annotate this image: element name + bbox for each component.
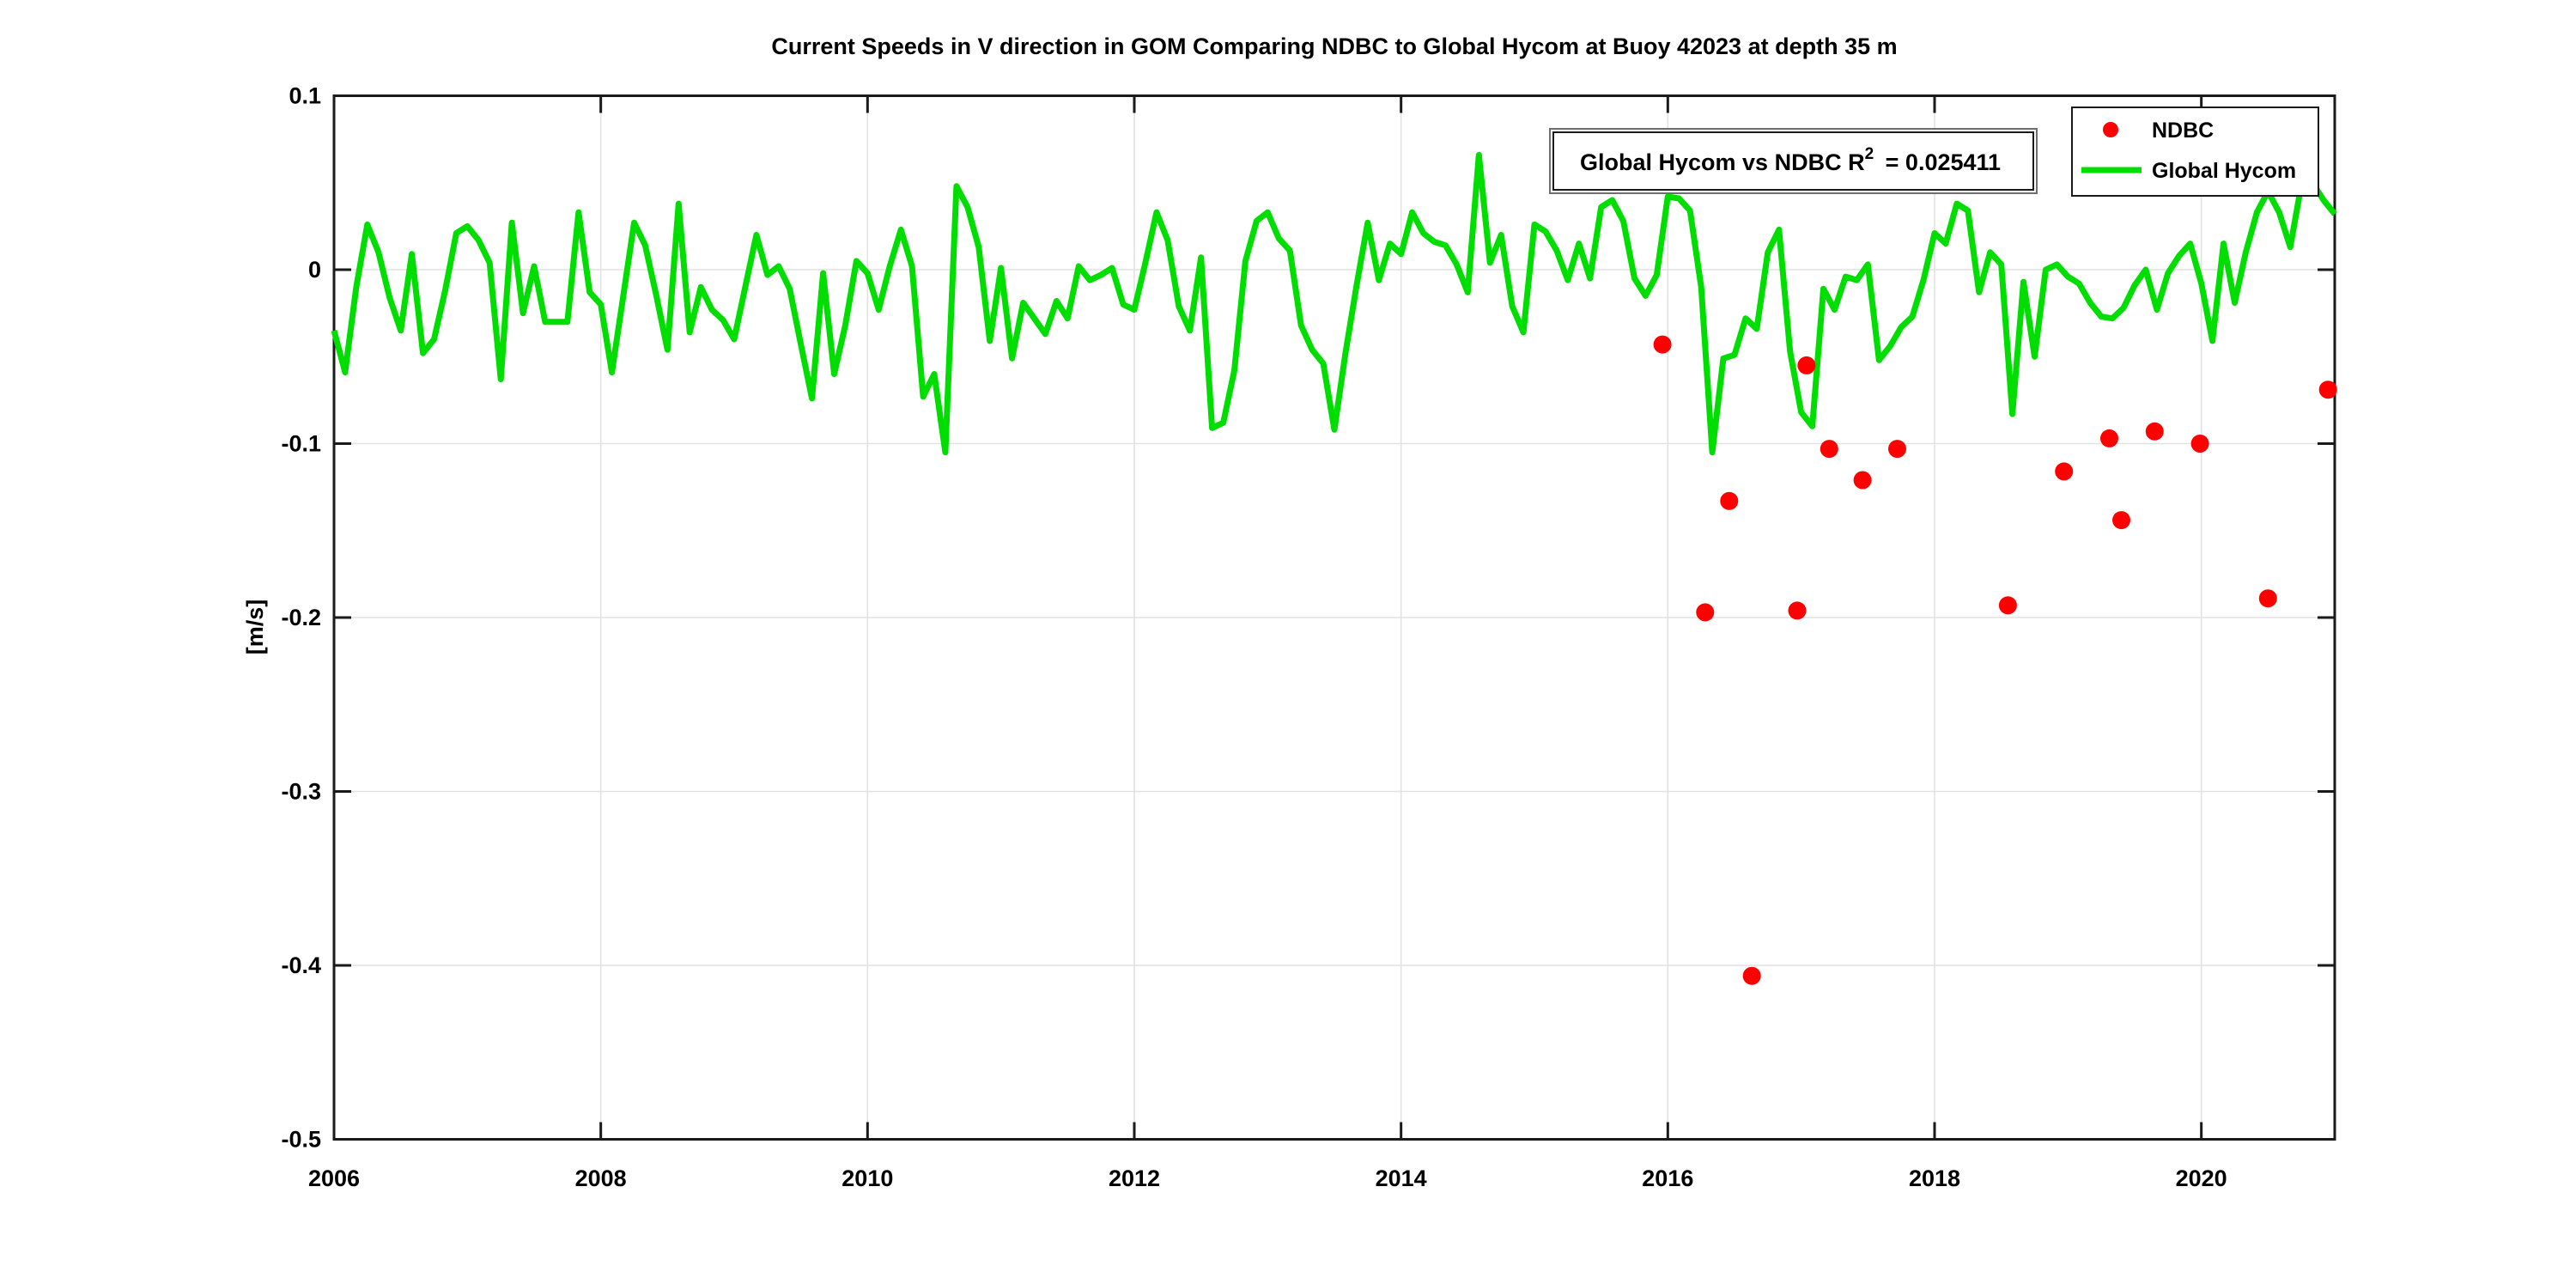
- ndbc-point: [2318, 380, 2337, 399]
- legend-box: [2071, 107, 2319, 197]
- y-tick-label: -0.3: [281, 779, 321, 805]
- ndbc-point: [2100, 429, 2118, 447]
- annotation-box: [1549, 128, 2038, 194]
- annotation-text: Global Hycom vs NDBC R2 = 0.025411: [1580, 145, 2001, 175]
- ndbc-point: [2112, 511, 2130, 530]
- ndbc-point: [2055, 462, 2074, 481]
- ndbc-point: [1888, 440, 1906, 459]
- ndbc-point: [1696, 603, 1715, 622]
- x-tick-label: 2008: [575, 1165, 627, 1191]
- x-tick-label: 2018: [1909, 1165, 1960, 1191]
- ndbc-point: [1853, 471, 1872, 490]
- legend-marker-ndbc: [2103, 122, 2118, 137]
- legend-label-ndbc: NDBC: [2152, 119, 2214, 143]
- x-tick-label: 2016: [1642, 1165, 1693, 1191]
- ndbc-point: [2145, 422, 2164, 441]
- ndbc-point: [1742, 966, 1761, 985]
- y-tick-label: -0.2: [281, 605, 321, 630]
- ndbc-point: [1820, 440, 1838, 459]
- x-tick-label: 2006: [308, 1165, 360, 1191]
- y-tick-label: -0.5: [281, 1127, 321, 1153]
- legend: NDBC Global Hycom: [2071, 107, 2319, 197]
- y-tick-label: -0.4: [281, 952, 321, 978]
- chart-title: Current Speeds in V direction in GOM Com…: [771, 33, 1897, 59]
- ndbc-point: [2190, 435, 2209, 453]
- ndbc-point: [1653, 335, 1672, 354]
- y-axis-label: [m/s]: [242, 599, 268, 655]
- ndbc-point: [1797, 356, 1816, 374]
- x-tick-label: 2010: [841, 1165, 893, 1191]
- legend-label-hycom: Global Hycom: [2152, 159, 2296, 183]
- ndbc-point: [1720, 491, 1739, 510]
- x-tick-label: 2012: [1109, 1165, 1160, 1191]
- hycom-line: [331, 151, 2337, 456]
- annotation-box-inner: [1552, 131, 2034, 191]
- tick-labels: 2006 2008 2010 2012 2014 2016 2018 2020 0.1 0 -0.1…: [281, 83, 2227, 1192]
- data-series: [331, 151, 2337, 985]
- axis-ticks: [332, 94, 2335, 1141]
- x-tick-label: 2014: [1376, 1165, 1427, 1191]
- r-squared-annotation: Global Hycom vs NDBC R2 = 0.025411: [1549, 128, 2038, 194]
- ndbc-point: [1998, 596, 2017, 615]
- y-tick-label: 0: [308, 257, 321, 283]
- y-tick-label: -0.1: [281, 431, 321, 457]
- gridlines: [333, 94, 2335, 1141]
- ndbc-point: [2258, 589, 2277, 608]
- x-tick-label: 2020: [2176, 1165, 2227, 1191]
- y-tick-label: 0.1: [289, 83, 321, 109]
- ndbc-point: [1788, 601, 1807, 620]
